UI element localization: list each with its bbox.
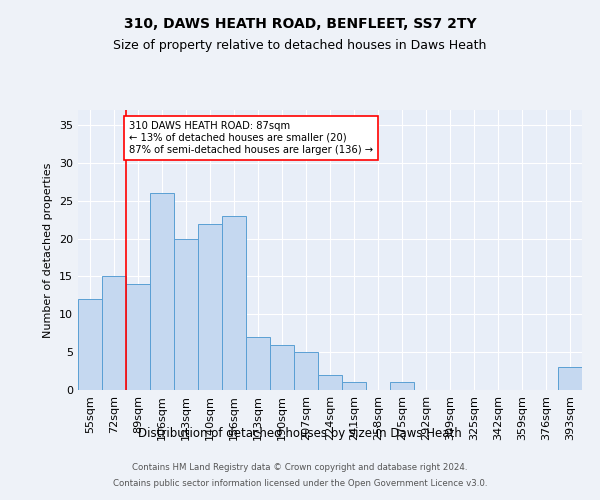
Bar	[390, 382, 414, 390]
Bar	[78, 299, 102, 390]
Bar	[270, 344, 294, 390]
Y-axis label: Number of detached properties: Number of detached properties	[43, 162, 53, 338]
Bar	[126, 284, 150, 390]
Text: Contains public sector information licensed under the Open Government Licence v3: Contains public sector information licen…	[113, 479, 487, 488]
Bar	[318, 375, 342, 390]
Text: Contains HM Land Registry data © Crown copyright and database right 2024.: Contains HM Land Registry data © Crown c…	[132, 462, 468, 471]
Bar	[342, 382, 366, 390]
Bar	[294, 352, 318, 390]
Text: 310, DAWS HEATH ROAD, BENFLEET, SS7 2TY: 310, DAWS HEATH ROAD, BENFLEET, SS7 2TY	[124, 18, 476, 32]
Text: Size of property relative to detached houses in Daws Heath: Size of property relative to detached ho…	[113, 39, 487, 52]
Text: Distribution of detached houses by size in Daws Heath: Distribution of detached houses by size …	[138, 428, 462, 440]
Bar	[174, 238, 198, 390]
Bar	[558, 368, 582, 390]
Bar	[150, 193, 174, 390]
Bar	[102, 276, 126, 390]
Bar	[222, 216, 246, 390]
Text: 310 DAWS HEATH ROAD: 87sqm
← 13% of detached houses are smaller (20)
87% of semi: 310 DAWS HEATH ROAD: 87sqm ← 13% of deta…	[129, 122, 373, 154]
Bar	[198, 224, 222, 390]
Bar	[246, 337, 270, 390]
